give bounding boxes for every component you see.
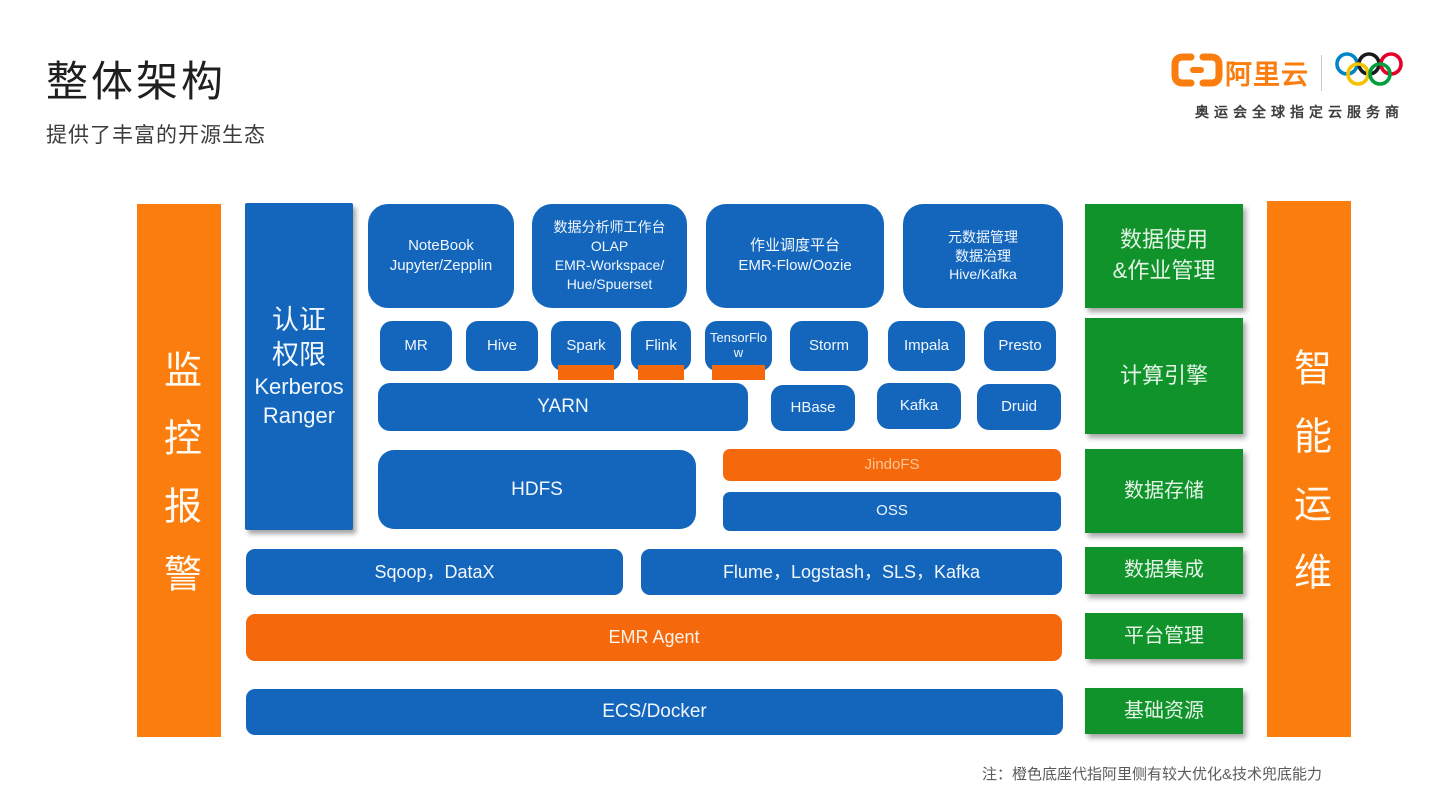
engine-label: TensorFlow: [709, 330, 768, 360]
notebook-line: NoteBook: [408, 236, 474, 254]
page-title: 整体架构: [46, 60, 227, 106]
category-line: 数据使用: [1119, 227, 1208, 253]
metadata-line: 元数据管理: [948, 228, 1018, 245]
kafka-label: Kafka: [899, 396, 939, 414]
auth-line: Ranger: [262, 402, 336, 428]
category-label: 数据存储: [1124, 479, 1204, 502]
notebook-line: Jupyter/Zepplin: [389, 257, 493, 274]
analyst-line: Hue/Spuerset: [566, 275, 653, 292]
hbase-label: HBase: [790, 398, 836, 416]
auth-line: 权限: [272, 339, 326, 370]
category-data-storage: 数据存储: [1085, 449, 1243, 533]
scheduler-line: 作业调度平台: [749, 236, 840, 254]
druid-box: Druid: [977, 384, 1061, 430]
kafka-box: Kafka: [877, 383, 961, 429]
engine-label: Spark: [566, 336, 606, 354]
engine-flink-box: Flink: [631, 321, 691, 380]
engine-label: Storm: [808, 336, 849, 354]
scheduler-line: EMR-Flow/Oozie: [738, 257, 852, 274]
category-basic-resources: 基础资源: [1085, 688, 1243, 734]
analyst-line: EMR-Workspace/: [554, 257, 665, 273]
auth-permission-box: 认证 权限 Kerberos Ranger: [245, 203, 353, 530]
monitoring-alert-label: 监控报警: [157, 349, 200, 622]
engine-spark-box: Spark: [551, 321, 621, 380]
alibaba-cloud-logo: 阿里云 奥运会全球指定云服务商: [1171, 50, 1404, 122]
logo-row: 阿里云: [1171, 50, 1404, 95]
category-label: 数据集成: [1124, 559, 1204, 581]
analyst-line: OLAP: [590, 238, 629, 255]
logo-divider: [1321, 54, 1322, 91]
engine-presto-box: Presto: [984, 321, 1056, 371]
hbase-box: HBase: [771, 385, 855, 431]
hdfs-label: HDFS: [511, 478, 563, 500]
auth-line: Kerberos: [254, 374, 344, 399]
intelligent-ops-label: 智能运维: [1287, 348, 1330, 620]
oss-box: OSS: [723, 492, 1061, 531]
ecs-docker-label: ECS/Docker: [602, 701, 707, 723]
analyst-line: 数据分析师工作台: [553, 219, 666, 236]
category-label: 计算引擎: [1119, 362, 1208, 388]
metadata-box: 元数据管理 数据治理 Hive/Kafka: [903, 204, 1063, 308]
notebook-box: NoteBook Jupyter/Zepplin: [368, 204, 514, 308]
category-label: 基础资源: [1124, 699, 1204, 722]
engine-storm-box: Storm: [790, 321, 868, 371]
job-scheduler-box: 作业调度平台 EMR-Flow/Oozie: [706, 204, 884, 308]
engine-impala-box: Impala: [888, 321, 965, 371]
emr-agent-label: EMR Agent: [608, 627, 700, 648]
orange-base-marker: [712, 365, 765, 380]
analyst-workbench-box: 数据分析师工作台 OLAP EMR-Workspace/ Hue/Spuerse…: [532, 204, 687, 308]
brand-name: 阿里云: [1225, 60, 1309, 90]
monitoring-alert-bar: 监控报警: [137, 204, 221, 737]
emr-agent-box: EMR Agent: [246, 614, 1062, 661]
category-data-integration: 数据集成: [1085, 547, 1243, 594]
category-data-usage: 数据使用 &作业管理: [1085, 204, 1243, 308]
engine-hive-box: Hive: [466, 321, 538, 371]
engine-label: Hive: [486, 336, 517, 354]
ecs-docker-box: ECS/Docker: [246, 689, 1063, 735]
engine-mr-box: MR: [380, 321, 452, 371]
category-compute-engine: 计算引擎: [1085, 318, 1243, 434]
druid-label: Druid: [1001, 397, 1037, 415]
category-label: 平台管理: [1124, 624, 1204, 647]
engine-label: Presto: [998, 336, 1042, 354]
sqoop-datax-label: Sqoop，DataX: [374, 561, 495, 582]
engine-label: MR: [404, 336, 428, 354]
flume-logstash-box: Flume，Logstash，SLS，Kafka: [641, 549, 1062, 595]
yarn-label: YARN: [537, 396, 589, 418]
jindofs-box: JindoFS: [723, 449, 1061, 481]
engine-tensorflow-box: TensorFlow: [705, 321, 772, 380]
auth-line: 认证: [272, 304, 326, 335]
engine-label: Flink: [645, 336, 677, 354]
page-subtitle: 提供了丰富的开源生态: [46, 123, 266, 147]
olympic-tagline: 奥运会全球指定云服务商: [1195, 104, 1404, 120]
flume-logstash-label: Flume，Logstash，SLS，Kafka: [722, 561, 981, 582]
sqoop-datax-box: Sqoop，DataX: [246, 549, 623, 595]
metadata-line: 数据治理: [955, 247, 1011, 264]
orange-base-marker: [638, 365, 684, 380]
yarn-box: YARN: [378, 383, 748, 431]
orange-base-marker: [558, 365, 614, 380]
jindofs-label: JindoFS: [864, 455, 920, 473]
intelligent-ops-bar: 智能运维: [1267, 201, 1351, 737]
engine-label: Impala: [903, 336, 950, 354]
footnote: 注：橙色底座代指阿里侧有较大优化&技术兜底能力: [981, 766, 1322, 783]
alibaba-cloud-bracket-icon: [1171, 53, 1223, 92]
olympic-rings-icon: [1334, 50, 1404, 95]
hdfs-box: HDFS: [378, 450, 696, 529]
metadata-line: Hive/Kafka: [949, 266, 1017, 283]
category-platform-management: 平台管理: [1085, 613, 1243, 659]
category-line: &作业管理: [1112, 258, 1216, 283]
oss-label: OSS: [876, 502, 908, 520]
